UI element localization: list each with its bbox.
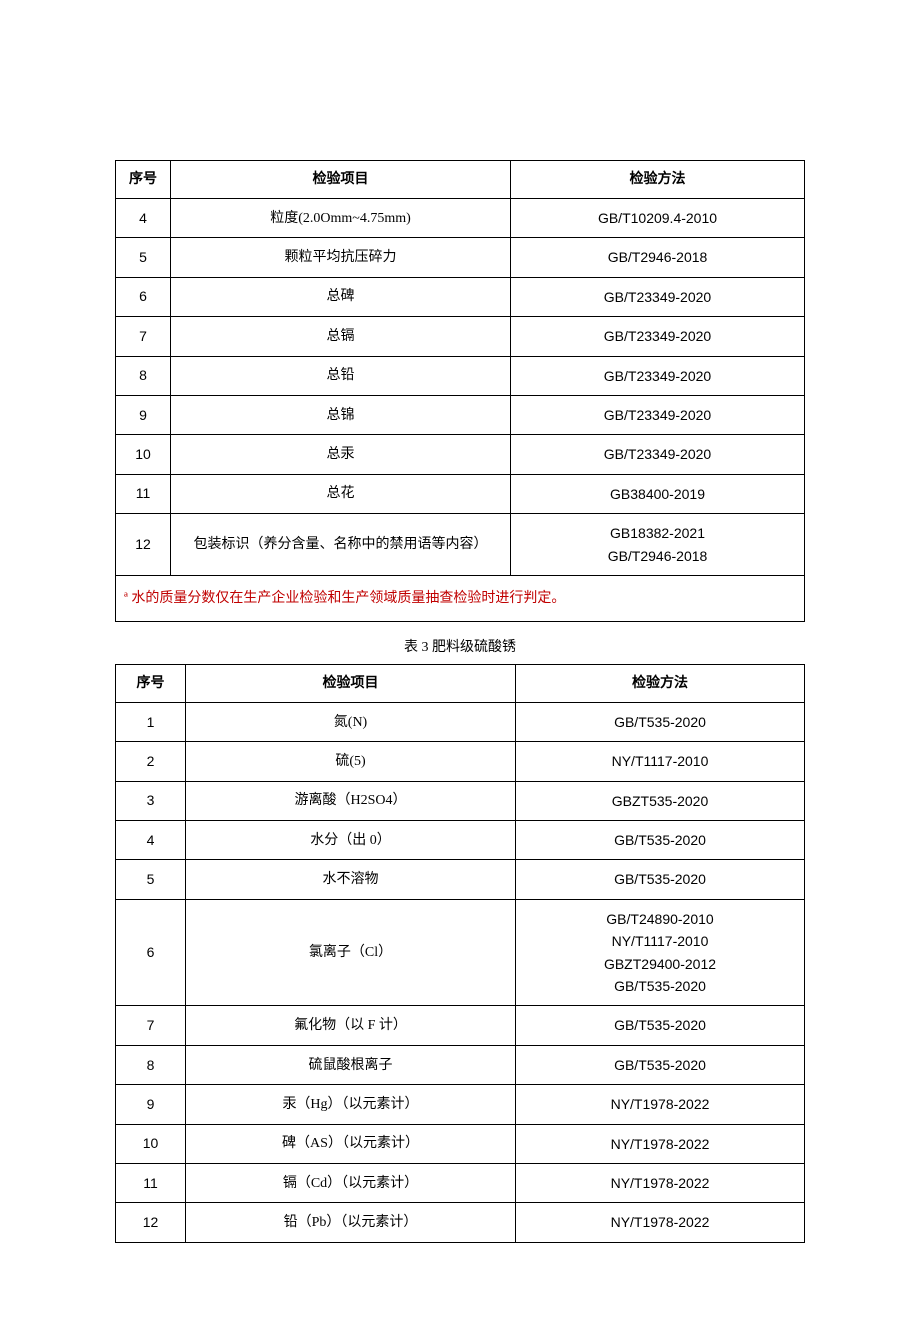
table-row: 11总花GB38400-2019 (116, 474, 805, 513)
cell-item: 氟化物（以 F 计） (186, 1006, 516, 1045)
cell-seq: 7 (116, 1006, 186, 1045)
table-header-row: 序号 检验项目 检验方法 (116, 664, 805, 702)
table-row: 8总铅GB/T23349-2020 (116, 356, 805, 395)
table-row: 7氟化物（以 F 计）GB/T535-2020 (116, 1006, 805, 1045)
cell-seq: 1 (116, 702, 186, 741)
cell-method: GB18382-2021GB/T2946-2018 (511, 514, 805, 576)
table-1-body: 4粒度(2.0Omm~4.75mm)GB/T10209.4-20105颗粒平均抗… (116, 199, 805, 576)
cell-item: 硫鼠酸根离子 (186, 1045, 516, 1084)
col-header-method: 检验方法 (511, 161, 805, 199)
table-row: 5水不溶物GB/T535-2020 (116, 860, 805, 899)
cell-item: 总锦 (171, 395, 511, 434)
cell-method: GB/T23349-2020 (511, 395, 805, 434)
cell-seq: 5 (116, 238, 171, 277)
table-1-footnote-row: ª 水的质量分数仅在生产企业检验和生产领域质量抽查检验时进行判定。 (116, 575, 805, 621)
cell-seq: 10 (116, 435, 171, 474)
table-row: 7总镉GB/T23349-2020 (116, 317, 805, 356)
cell-seq: 3 (116, 781, 186, 820)
cell-item: 硫(5) (186, 742, 516, 781)
cell-seq: 11 (116, 1163, 186, 1202)
table-row: 10碑（AS）（以元素计）NY/T1978-2022 (116, 1124, 805, 1163)
cell-seq: 4 (116, 821, 186, 860)
cell-seq: 9 (116, 395, 171, 434)
cell-seq: 7 (116, 317, 171, 356)
cell-seq: 9 (116, 1085, 186, 1124)
cell-method: NY/T1978-2022 (516, 1203, 805, 1242)
table-row: 4水分（出 0）GB/T535-2020 (116, 821, 805, 860)
table-row: 3游离酸（H2SO4）GBZT535-2020 (116, 781, 805, 820)
cell-item: 氮(N) (186, 702, 516, 741)
cell-seq: 6 (116, 277, 171, 316)
table-row: 10总汞GB/T23349-2020 (116, 435, 805, 474)
cell-method: GB/T23349-2020 (511, 356, 805, 395)
table-2-title: 表 3 肥料级硫酸锈 (115, 636, 805, 656)
cell-item: 氯离子（Cl） (186, 899, 516, 1006)
cell-seq: 4 (116, 199, 171, 238)
cell-method: GB/T23349-2020 (511, 317, 805, 356)
cell-seq: 8 (116, 1045, 186, 1084)
cell-item: 颗粒平均抗压碎力 (171, 238, 511, 277)
table-row: 6总碑GB/T23349-2020 (116, 277, 805, 316)
table-2-body: 1氮(N)GB/T535-20202硫(5)NY/T1117-20103游离酸（… (116, 702, 805, 1242)
cell-method: GBZT535-2020 (516, 781, 805, 820)
cell-seq: 12 (116, 1203, 186, 1242)
cell-item: 游离酸（H2SO4） (186, 781, 516, 820)
cell-item: 总铅 (171, 356, 511, 395)
table-row: 12铅（Pb）（以元素计）NY/T1978-2022 (116, 1203, 805, 1242)
cell-seq: 12 (116, 514, 171, 576)
cell-method: GB38400-2019 (511, 474, 805, 513)
table-row: 6氯离子（Cl）GB/T24890-2010NY/T1117-2010GBZT2… (116, 899, 805, 1006)
cell-item: 粒度(2.0Omm~4.75mm) (171, 199, 511, 238)
cell-method: GB/T24890-2010NY/T1117-2010GBZT29400-201… (516, 899, 805, 1006)
table-row: 2硫(5)NY/T1117-2010 (116, 742, 805, 781)
cell-item: 汞（Hg）（以元素计） (186, 1085, 516, 1124)
cell-method: NY/T1978-2022 (516, 1124, 805, 1163)
cell-seq: 11 (116, 474, 171, 513)
cell-item: 碑（AS）（以元素计） (186, 1124, 516, 1163)
cell-method: GB/T2946-2018 (511, 238, 805, 277)
col-header-method: 检验方法 (516, 664, 805, 702)
cell-item: 镉（Cd）（以元素计） (186, 1163, 516, 1202)
cell-method: GB/T535-2020 (516, 821, 805, 860)
table-header-row: 序号 检验项目 检验方法 (116, 161, 805, 199)
table-row: 4粒度(2.0Omm~4.75mm)GB/T10209.4-2010 (116, 199, 805, 238)
cell-seq: 6 (116, 899, 186, 1006)
table-row: 12包装标识（养分含量、名称中的禁用语等内容）GB18382-2021GB/T2… (116, 514, 805, 576)
cell-method: GB/T10209.4-2010 (511, 199, 805, 238)
cell-seq: 5 (116, 860, 186, 899)
col-header-seq: 序号 (116, 161, 171, 199)
table-row: 1氮(N)GB/T535-2020 (116, 702, 805, 741)
table-2: 序号 检验项目 检验方法 1氮(N)GB/T535-20202硫(5)NY/T1… (115, 664, 805, 1243)
cell-method: GB/T535-2020 (516, 1045, 805, 1084)
cell-item: 铅（Pb）（以元素计） (186, 1203, 516, 1242)
cell-method: NY/T1117-2010 (516, 742, 805, 781)
col-header-item: 检验项目 (186, 664, 516, 702)
cell-item: 总碑 (171, 277, 511, 316)
cell-item: 总花 (171, 474, 511, 513)
cell-method: GB/T535-2020 (516, 860, 805, 899)
cell-item: 包装标识（养分含量、名称中的禁用语等内容） (171, 514, 511, 576)
table-row: 9汞（Hg）（以元素计）NY/T1978-2022 (116, 1085, 805, 1124)
cell-method: GB/T23349-2020 (511, 435, 805, 474)
cell-item: 水分（出 0） (186, 821, 516, 860)
cell-item: 总镉 (171, 317, 511, 356)
col-header-seq: 序号 (116, 664, 186, 702)
cell-method: NY/T1978-2022 (516, 1085, 805, 1124)
table-row: 8硫鼠酸根离子GB/T535-2020 (116, 1045, 805, 1084)
cell-method: GB/T535-2020 (516, 1006, 805, 1045)
cell-method: GB/T535-2020 (516, 702, 805, 741)
col-header-item: 检验项目 (171, 161, 511, 199)
table-1-footnote: ª 水的质量分数仅在生产企业检验和生产领域质量抽查检验时进行判定。 (116, 575, 805, 621)
table-1: 序号 检验项目 检验方法 4粒度(2.0Omm~4.75mm)GB/T10209… (115, 160, 805, 622)
cell-item: 总汞 (171, 435, 511, 474)
cell-seq: 8 (116, 356, 171, 395)
cell-item: 水不溶物 (186, 860, 516, 899)
cell-method: NY/T1978-2022 (516, 1163, 805, 1202)
cell-method: GB/T23349-2020 (511, 277, 805, 316)
cell-seq: 10 (116, 1124, 186, 1163)
table-row: 11镉（Cd）（以元素计）NY/T1978-2022 (116, 1163, 805, 1202)
table-row: 9总锦GB/T23349-2020 (116, 395, 805, 434)
cell-seq: 2 (116, 742, 186, 781)
table-row: 5颗粒平均抗压碎力GB/T2946-2018 (116, 238, 805, 277)
